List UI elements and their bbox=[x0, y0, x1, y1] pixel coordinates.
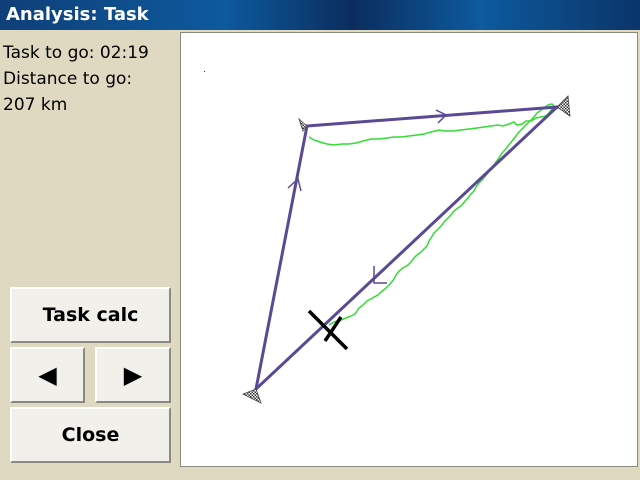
turnpoint-sector-icon bbox=[242, 388, 262, 404]
task-leg-3 bbox=[254, 105, 559, 391]
map-speck bbox=[204, 71, 205, 72]
task-legs bbox=[254, 105, 559, 391]
previous-page-button[interactable]: ◀ bbox=[10, 347, 85, 403]
triangle-left-icon: ◀ bbox=[38, 361, 57, 389]
task-time-to-go: Task to go: 02:19 bbox=[3, 43, 149, 63]
window-title: Analysis: Task bbox=[0, 0, 640, 30]
glider-icon bbox=[307, 309, 349, 351]
task-info-panel: Task to go: 02:19 Distance to go: 207 km bbox=[3, 40, 175, 118]
leg-arrow-icon bbox=[435, 109, 448, 124]
leg-arrow-icon bbox=[287, 177, 302, 192]
leg-arrow-icon bbox=[373, 266, 387, 284]
task-leg-1 bbox=[254, 124, 309, 391]
next-page-button[interactable]: ▶ bbox=[95, 347, 171, 403]
turnpoints bbox=[242, 95, 571, 404]
leg-arrows bbox=[287, 109, 448, 284]
close-button[interactable]: Close bbox=[10, 407, 171, 463]
task-map-canvas bbox=[204, 71, 571, 404]
triangle-right-icon: ▶ bbox=[123, 361, 143, 389]
flight-trace bbox=[308, 103, 555, 326]
distance-to-go-value: 207 km bbox=[3, 95, 68, 115]
distance-to-go-label: Distance to go: bbox=[3, 69, 133, 89]
task-calc-button[interactable]: Task calc bbox=[10, 287, 171, 343]
task-leg-2 bbox=[305, 105, 559, 128]
task-map[interactable] bbox=[180, 32, 638, 467]
turnpoint-sector-icon bbox=[298, 117, 308, 132]
turnpoint-sector-icon bbox=[556, 95, 571, 117]
